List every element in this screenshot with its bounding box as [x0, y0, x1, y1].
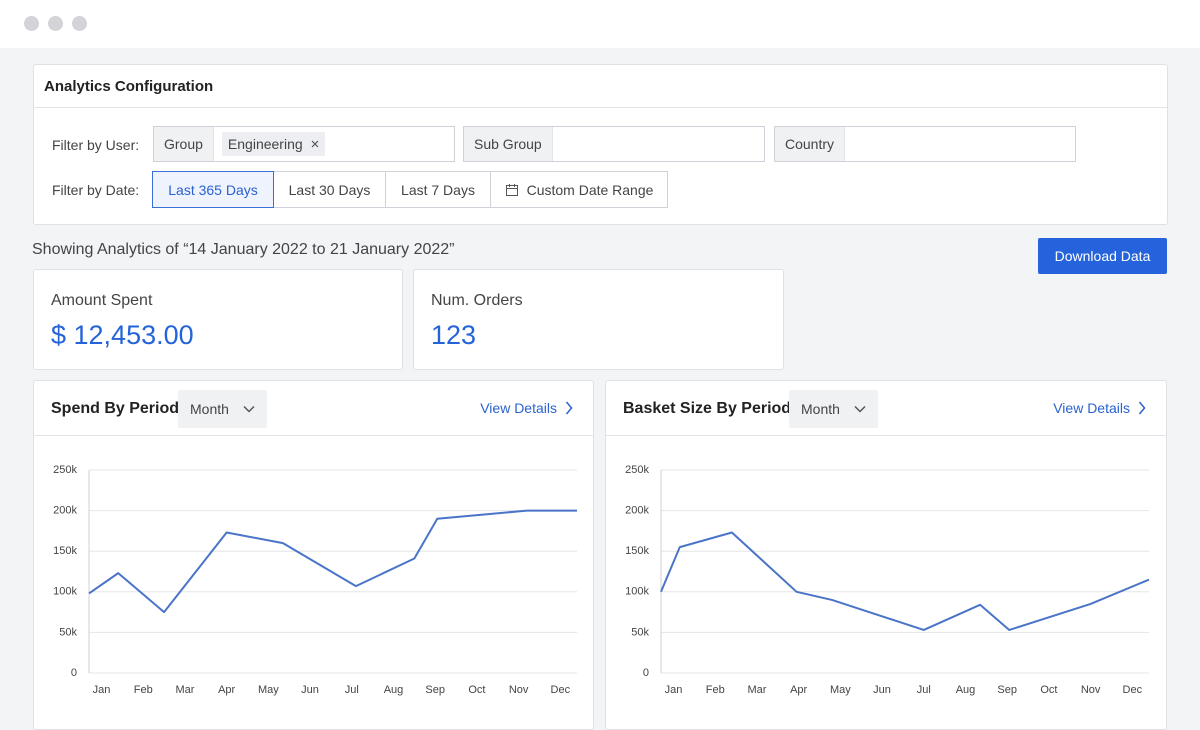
chip-text: Engineering [227, 136, 303, 152]
y-tick-label: 0 [71, 667, 77, 679]
y-tick-label: 200k [625, 505, 649, 517]
x-tick-label: Nov [509, 684, 529, 696]
y-tick-label: 150k [625, 545, 649, 557]
filter-label: Filter by User: [52, 137, 140, 153]
chevron-right [1138, 401, 1146, 415]
series-line [88, 509, 577, 614]
divider [34, 435, 593, 436]
x-tick-label: Dec [551, 684, 571, 696]
date-option[interactable]: Custom Date Range [490, 171, 668, 208]
view-details-link[interactable]: View Details [480, 400, 573, 416]
x-tick-label: Jul [917, 684, 931, 696]
series-line [660, 531, 1150, 631]
x-tick-label: Mar [747, 684, 766, 696]
option-text: Last 7 Days [401, 181, 475, 198]
window-dot [24, 16, 39, 31]
y-tick-label: 100k [53, 586, 77, 598]
group-field[interactable]: Group Engineering [153, 126, 455, 162]
x-tick-label: Sep [425, 684, 445, 696]
filter-label: Filter by Date: [52, 182, 140, 198]
x-tick-label: Jul [345, 684, 359, 696]
x-tick-label: Feb [706, 684, 725, 696]
y-tick-label: 0 [643, 667, 649, 679]
view-details-link[interactable]: View Details [1053, 400, 1146, 416]
x-tick-label: Oct [468, 684, 485, 696]
date-options: Last 365 Days Last 30 Days Last 7 Days C… [152, 171, 668, 208]
x-tick-label: Sep [997, 684, 1017, 696]
x-tick-label: Dec [1123, 684, 1143, 696]
calendar-icon [505, 183, 518, 196]
date-option[interactable]: Last 365 Days [152, 171, 274, 208]
stat-value: $ 12,453.00 [51, 320, 194, 350]
window-dot [72, 16, 87, 31]
option-text: Last 365 Days [168, 181, 258, 198]
chart-title: Spend By Period [51, 400, 180, 417]
date-option[interactable]: Last 30 Days [273, 171, 386, 208]
chevron-down [243, 405, 255, 413]
y-tick-label: 150k [53, 545, 77, 557]
x-tick-label: Jun [873, 684, 891, 696]
stat-value: 123 [431, 320, 477, 350]
summary-text: Showing Analytics of “14 January 2022 to… [32, 241, 455, 258]
x-tick-label: Jan [665, 684, 683, 696]
line-chart: 0 50k 100k 150k 200k 250k Jan Feb Mar Apr May Jun Ju… [625, 464, 1150, 696]
line-chart: 0 50k 100k 150k 200k 250k Jan Feb Mar Apr May Jun Ju… [53, 464, 577, 696]
field-label: Country [775, 127, 846, 161]
subgroup-field[interactable]: Sub Group [463, 126, 765, 162]
config-card: Analytics Configuration Filter by User: … [33, 64, 1168, 225]
window-dot [48, 16, 63, 31]
download-button[interactable]: Download Data [1038, 238, 1167, 274]
country-field[interactable]: Country [774, 126, 1076, 162]
x-tick-label: Feb [134, 684, 153, 696]
y-tick-label: 200k [53, 505, 77, 517]
x-tick-label: Apr [218, 684, 235, 696]
x-tick-label: Apr [790, 684, 807, 696]
chip-remove-icon[interactable] [311, 140, 319, 148]
date-option[interactable]: Last 7 Days [385, 171, 491, 208]
y-tick-label: 50k [631, 626, 649, 638]
x-tick-label: Oct [1040, 684, 1057, 696]
option-text: Last 30 Days [288, 181, 371, 198]
x-tick-label: Aug [956, 684, 976, 696]
config-title: Analytics Configuration [44, 78, 214, 95]
y-tick-label: 100k [625, 586, 649, 598]
divider [606, 435, 1166, 436]
period-select[interactable]: Month [789, 390, 878, 428]
stat-label: Amount Spent [51, 292, 153, 309]
chevron-right [565, 401, 573, 415]
x-tick-label: Aug [384, 684, 404, 696]
y-tick-label: 50k [59, 626, 77, 638]
chart-title: Basket Size By Period [623, 400, 792, 417]
link-text: View Details [1053, 400, 1130, 416]
y-tick-label: 250k [625, 464, 649, 476]
option-text: Custom Date Range [526, 181, 654, 198]
chart-card: Basket Size By Period Month View Details 0 5… [605, 380, 1167, 730]
chevron-down [854, 405, 866, 413]
chart-card: Spend By Period Month View Details 0 50k 100k… [33, 380, 594, 730]
field-label: Sub Group [464, 127, 553, 161]
filter-chip[interactable]: Engineering [221, 132, 325, 156]
period-text: Month [801, 401, 840, 417]
link-text: View Details [480, 400, 557, 416]
stat-label: Num. Orders [431, 292, 523, 309]
window-bar [0, 0, 1200, 48]
period-text: Month [190, 401, 229, 417]
divider [34, 107, 1167, 108]
period-select[interactable]: Month [178, 390, 267, 428]
x-tick-label: Jan [93, 684, 111, 696]
y-tick-label: 250k [53, 464, 77, 476]
x-tick-label: May [830, 684, 851, 696]
x-tick-label: Jun [301, 684, 319, 696]
x-tick-label: Mar [175, 684, 194, 696]
stat-card: Amount Spent $ 12,453.00 [33, 269, 403, 370]
x-tick-label: May [258, 684, 279, 696]
field-label: Group [154, 127, 214, 161]
x-tick-label: Nov [1081, 684, 1101, 696]
stat-card: Num. Orders 123 [413, 269, 784, 370]
